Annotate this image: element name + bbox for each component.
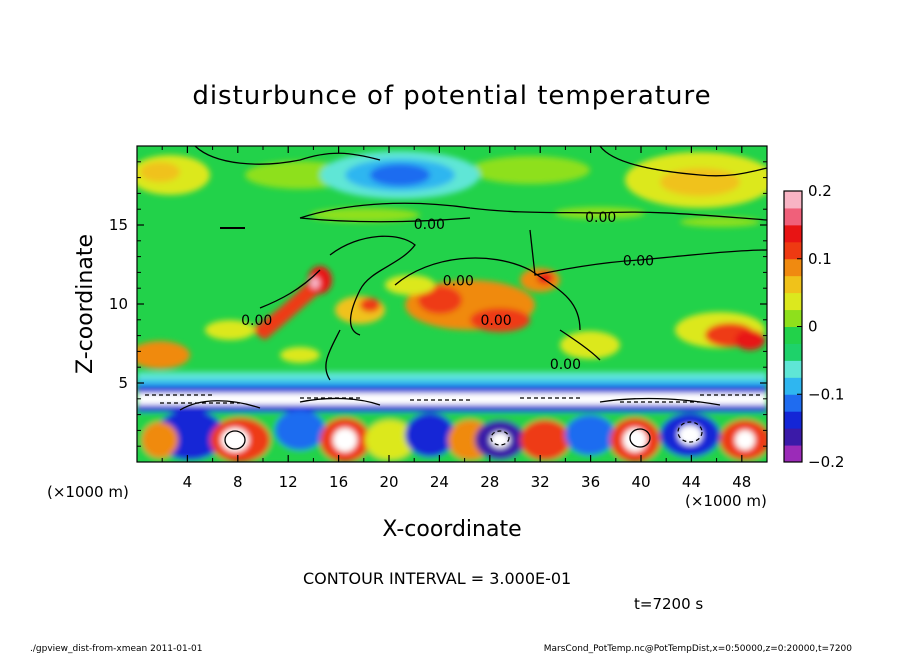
contour-label: 0.00	[550, 357, 581, 373]
x-tick-label: 16	[329, 473, 348, 491]
contour-label: 0.00	[585, 210, 616, 226]
y-tick-label: 15	[109, 216, 128, 234]
y-axis-label: Z-coordinate	[73, 234, 98, 374]
x-unit-left: (×1000 m)	[47, 483, 129, 501]
negative-contours	[145, 394, 760, 446]
contour-interval-text: CONTOUR INTERVAL = 3.000E-01	[303, 569, 571, 588]
colorbar	[783, 190, 803, 463]
y-tick-label: 10	[109, 295, 128, 313]
footer-left: ./gpview_dist-from-xmean 2011-01-01	[30, 644, 202, 654]
colorbar-segment	[784, 445, 802, 463]
field-smooth-features	[137, 151, 767, 462]
colorbar-segment	[784, 394, 802, 412]
contour-lines	[179, 146, 767, 450]
x-tick-label: 36	[581, 473, 600, 491]
colorbar-segment	[784, 258, 802, 277]
colorbar-segment	[784, 191, 802, 209]
x-tick-label: 12	[279, 473, 298, 491]
colorbar-segment	[784, 292, 802, 311]
colorbar-segment	[784, 224, 802, 243]
colorbar-tick-label: 0.2	[808, 182, 832, 200]
colorbar-segment	[784, 411, 802, 429]
x-tick-label: 20	[379, 473, 398, 491]
colorbar-segment	[784, 207, 802, 226]
chart-title: disturbunce of potential temperature	[192, 81, 711, 111]
plot-area	[137, 146, 767, 462]
y-tick-label: 5	[118, 374, 128, 392]
contour-label: 0.00	[623, 254, 654, 270]
colorbar-segment	[784, 428, 802, 446]
contour-label: 0.00	[481, 313, 512, 329]
contour-label: 0.00	[241, 313, 272, 329]
x-tick-label: 40	[631, 473, 650, 491]
x-tick-label: 4	[183, 473, 193, 491]
colorbar-segment	[784, 241, 802, 260]
colorbar-segment	[784, 343, 802, 361]
x-tick-label: 48	[732, 473, 751, 491]
colorbar-tick-label: 0.1	[808, 250, 832, 268]
x-tick-label: 32	[531, 473, 550, 491]
x-tick-label: 28	[480, 473, 499, 491]
colorbar-tick-label: −0.1	[808, 385, 844, 403]
colorbar-segment	[784, 360, 802, 378]
colorbar-segment	[784, 377, 802, 395]
x-axis-label: X-coordinate	[382, 517, 521, 542]
x-axis-ticks: 4 8 12 16 20 24 28 32 36 40 44 48	[161, 146, 751, 491]
contour-label: 0.00	[443, 273, 474, 289]
y-axis-ticks: 5 10 15	[109, 161, 767, 447]
contour-label: 0.00	[414, 217, 445, 233]
x-tick-label: 44	[682, 473, 701, 491]
colorbar-ticks: 0.2 0.1 0 −0.1 −0.2	[797, 182, 844, 471]
contour-labels: 0.00 0.00 0.00 0.00 0.00 0.00 0.00	[241, 210, 654, 373]
colorbar-tick-label: −0.2	[808, 453, 844, 471]
colorbar-segment	[784, 326, 802, 344]
x-tick-label: 8	[233, 473, 243, 491]
time-text: t=7200 s	[634, 595, 703, 613]
x-tick-label: 24	[430, 473, 449, 491]
x-unit-right: (×1000 m)	[685, 492, 767, 510]
colorbar-tick-label: 0	[808, 318, 818, 336]
colorbar-segment	[784, 275, 802, 294]
colorbar-segment	[784, 309, 802, 327]
footer-right: MarsCond_PotTemp.nc@PotTempDist,x=0:5000…	[544, 644, 853, 654]
